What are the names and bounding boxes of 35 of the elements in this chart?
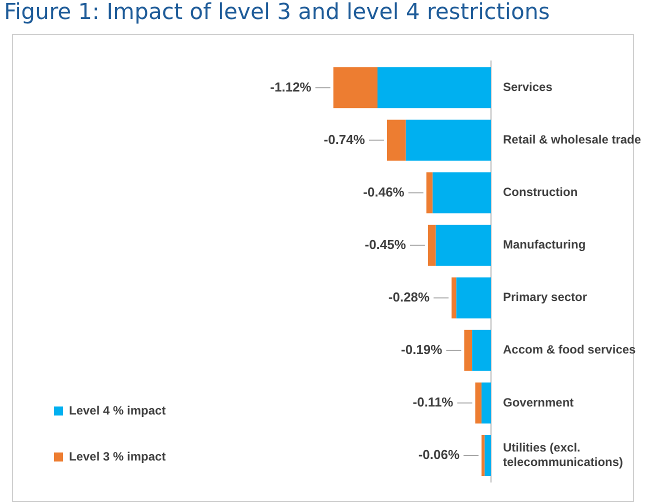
annotation: -0.45% [364,236,406,252]
annotation: -0.11% [412,394,454,410]
legend-label: Level 3 % impact [69,449,166,464]
bar [428,224,436,266]
chart-title: Figure 1: Impact of level 3 and level 4 restrictions [4,0,550,25]
y-tick-label: Retail & wholesale trade [503,132,642,147]
annotation: -0.19% [401,342,443,358]
bar [333,67,378,108]
bar [377,67,491,108]
annotation: -0.46% [363,184,405,200]
bar [472,330,491,371]
bar [452,277,456,318]
bar [386,120,406,161]
bar [406,120,491,161]
y-tick-label: Utilities (excl. telecommunications) [503,440,624,470]
legend-label: Level 4 % impact [69,403,166,418]
bar [484,435,491,476]
text: -1.12% [270,79,312,94]
bar [432,172,491,214]
annotation: -0.28% [388,289,430,304]
bar [475,382,482,424]
bar [426,172,433,214]
y-tick-label: Accom & food services [503,342,636,357]
bar [436,224,491,266]
bar [464,330,472,371]
y-tick-label: Construction [503,185,578,200]
y-tick-label: Services [503,80,553,94]
y-tick-label: Government [503,395,574,410]
bar [456,277,491,318]
annotation: -0.74% [324,132,366,147]
y-tick-label: Manufacturing [503,238,586,252]
y-tick-label: Primary sector [503,290,588,304]
annotation: -0.06% [418,447,460,462]
bar [482,435,485,476]
bar [482,382,491,424]
